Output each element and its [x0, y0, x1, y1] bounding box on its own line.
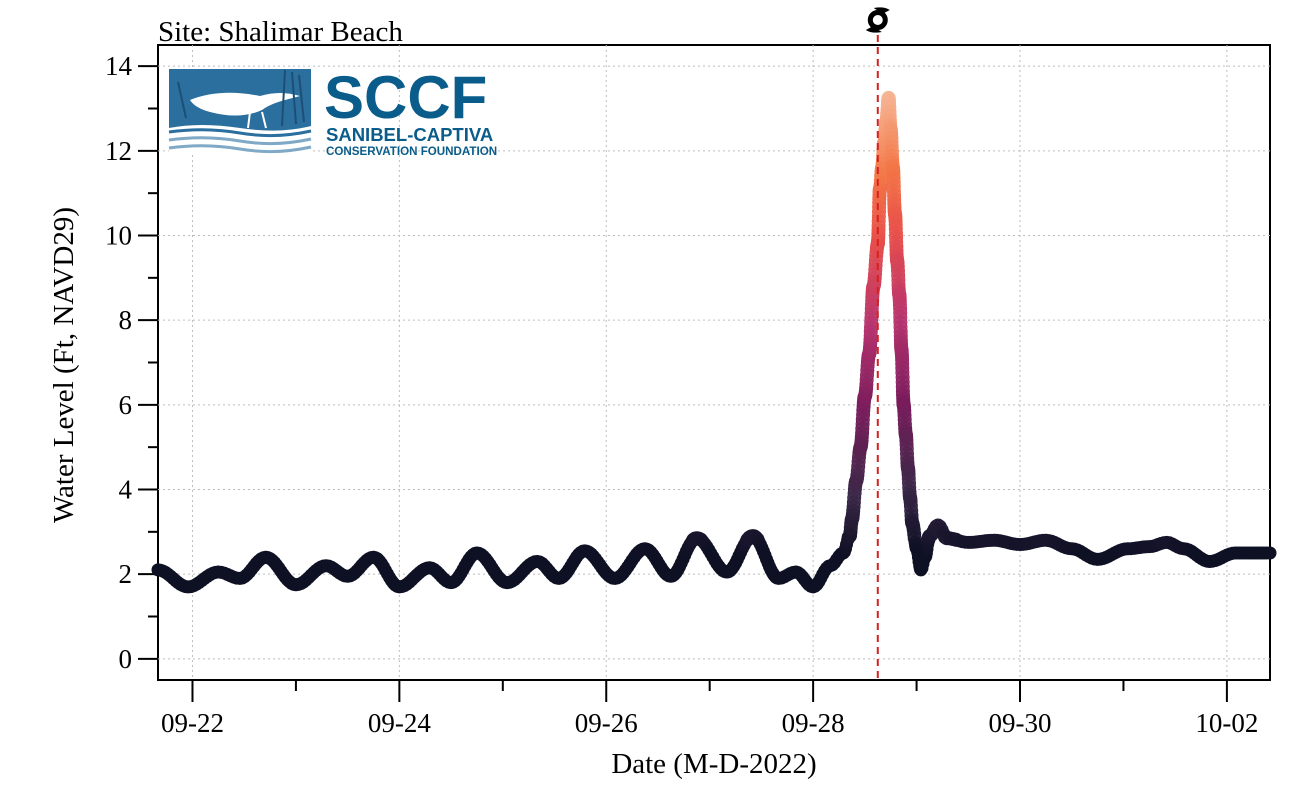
x-tick-label: 09-30: [989, 708, 1052, 738]
logo-line2: CONSERVATION FOUNDATION: [326, 145, 497, 158]
y-tick-label: 14: [105, 51, 133, 81]
grid-lines: [158, 45, 1270, 680]
data-point: [1263, 546, 1277, 560]
data-points: [151, 90, 1277, 594]
x-axis-title: Date (M-D-2022): [611, 748, 816, 780]
sccf-logo: SCCF SANIBEL-CAPTIVA CONSERVATION FOUNDA…: [168, 64, 497, 158]
y-tick-label: 0: [119, 644, 133, 674]
y-tick-label: 12: [105, 136, 132, 166]
y-tick-label: 10: [105, 221, 132, 251]
y-axis-title: Water Level (Ft, NAVD29): [48, 207, 80, 523]
y-tick-label: 8: [119, 305, 133, 335]
y-tick-labels: 0 2 4 6 8 10 12 14: [105, 51, 133, 674]
x-tick-label: 10-02: [1195, 708, 1258, 738]
x-tick-label: 09-24: [368, 708, 431, 738]
hurricane-icon: [865, 7, 890, 33]
y-tick-label: 4: [119, 475, 133, 505]
axis-ticks: [138, 65, 1228, 702]
series-line-group: [157, 92, 1270, 589]
y-tick-label: 2: [119, 559, 133, 589]
x-tick-label: 09-26: [575, 708, 638, 738]
heron-logo-icon: [168, 69, 312, 155]
x-tick-label: 09-22: [161, 708, 224, 738]
series-line: [157, 92, 1270, 589]
logo-name: SCCF: [324, 64, 487, 131]
logo-line1: SANIBEL-CAPTIVA: [326, 124, 493, 145]
chart-title: Site: Shalimar Beach: [158, 16, 403, 48]
plot-frame: [157, 44, 1271, 681]
x-tick-labels: 09-22 09-24 09-26 09-28 09-30 10-02: [161, 708, 1258, 738]
x-tick-label: 09-28: [782, 708, 845, 738]
y-tick-label: 6: [119, 390, 133, 420]
